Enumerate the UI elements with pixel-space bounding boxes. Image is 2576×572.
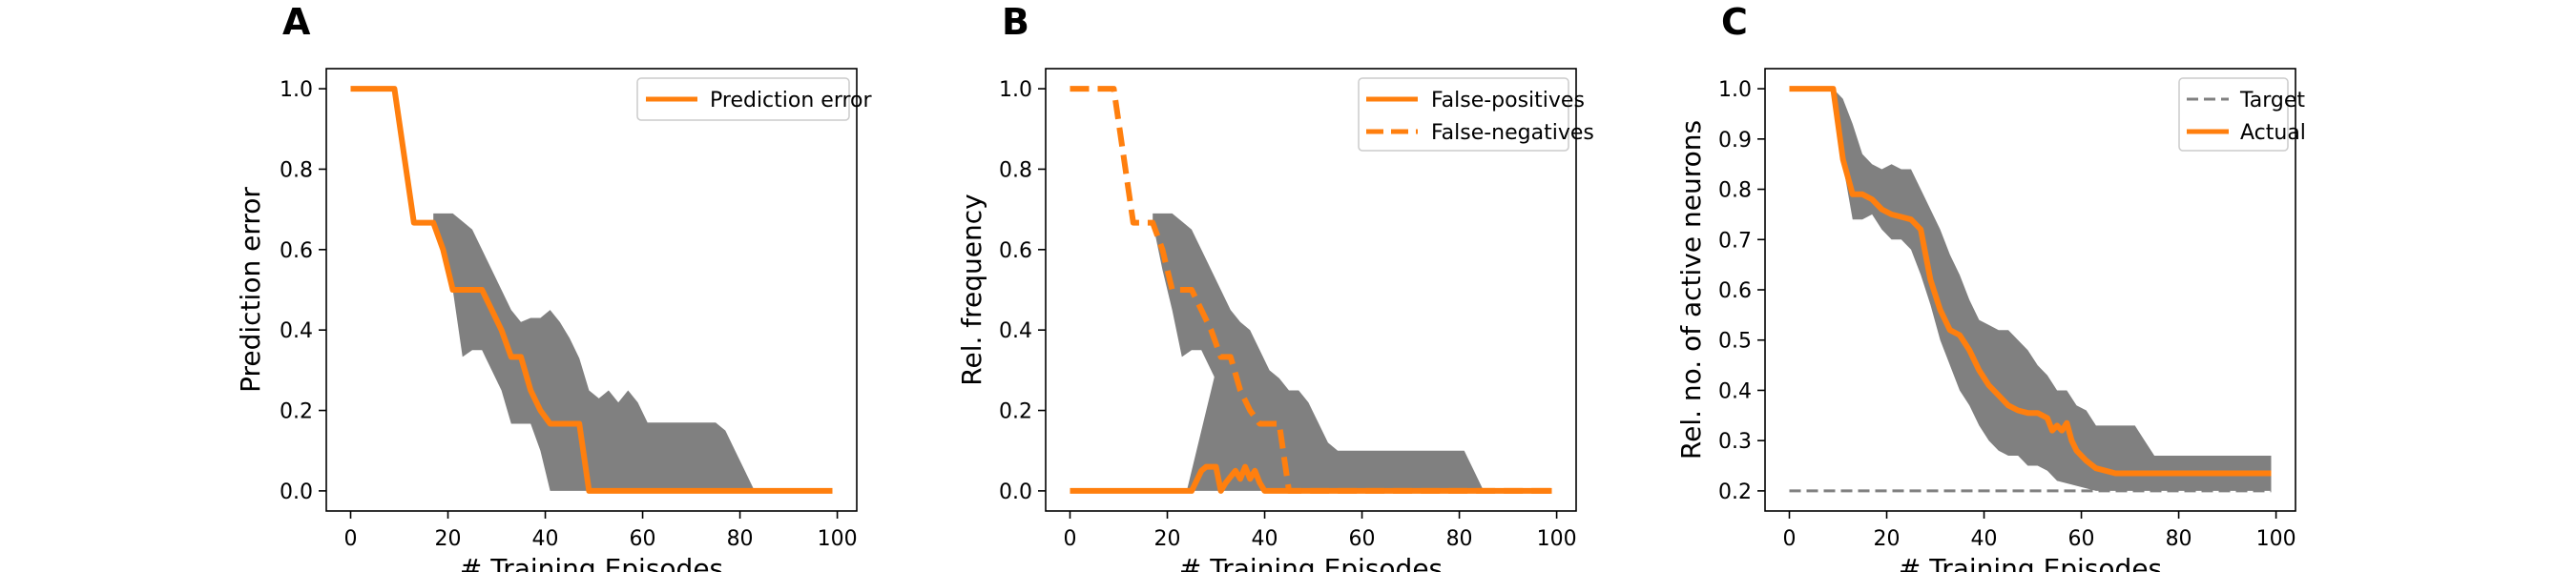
panel-a-x-tick-label: 60 bbox=[630, 527, 656, 551]
legend-label-actual: Actual bbox=[2240, 121, 2306, 145]
panel-b-legend: False-positives False-negatives bbox=[1358, 77, 1594, 152]
panel-a-letter: A bbox=[282, 1, 311, 43]
panel-a-x-ticks: 0 20 40 60 80 100 bbox=[344, 511, 858, 551]
panel-c-letter: C bbox=[1721, 1, 1748, 43]
panel-b-x-tick-label: 60 bbox=[1349, 527, 1376, 551]
panel-a-series bbox=[350, 86, 833, 494]
panel-c-y-tick-label: 0.8 bbox=[1718, 179, 1752, 203]
panel-c-y-tick-label: 0.2 bbox=[1718, 480, 1752, 504]
panel-a-x-tick-label: 20 bbox=[435, 527, 462, 551]
panel-c-y-axis-label: Rel. no. of active neurons bbox=[1675, 120, 1707, 460]
panel-a-y-tick-label: 0.0 bbox=[280, 480, 313, 504]
panel-b-y-ticks: 0.0 0.2 0.4 0.6 0.8 1.0 bbox=[999, 78, 1046, 504]
legend-label-false-positives: False-positives bbox=[1431, 89, 1585, 112]
panel-a-y-tick-label: 1.0 bbox=[280, 78, 313, 102]
panel-c-y-tick-label: 0.4 bbox=[1718, 379, 1752, 403]
panel-b-letter: B bbox=[1002, 1, 1029, 43]
series-line-false-positives bbox=[1070, 463, 1552, 494]
panel-a-y-ticks: 0.0 0.2 0.4 0.6 0.8 1.0 bbox=[280, 78, 326, 504]
panel-a-bands bbox=[433, 213, 765, 491]
panel-b-x-tick-label: 0 bbox=[1064, 527, 1077, 551]
panel-b-x-tick-label: 20 bbox=[1154, 527, 1181, 551]
series-line-actual bbox=[1789, 86, 2272, 477]
panel-a-y-tick-label: 0.2 bbox=[280, 400, 313, 424]
panel-b-series bbox=[1070, 86, 1552, 494]
panel-c-y-tick-label: 0.7 bbox=[1718, 229, 1752, 253]
panel-a-x-axis-label: # Training Episodes bbox=[460, 553, 723, 572]
panel-c-x-tick-label: 60 bbox=[2068, 527, 2095, 551]
panel-c-y-tick-label: 0.6 bbox=[1718, 279, 1752, 303]
panel-c-x-tick-label: 80 bbox=[2166, 527, 2192, 551]
panel-c-y-tick-label: 0.5 bbox=[1718, 330, 1752, 354]
panel-b-legend-box bbox=[1358, 77, 1569, 152]
legend-label-target: Target bbox=[2239, 89, 2305, 112]
panel-c-y-tick-label: 0.9 bbox=[1718, 129, 1752, 153]
panel-b-y-tick-label: 1.0 bbox=[999, 78, 1032, 102]
panel-b-axes-frame bbox=[1045, 68, 1577, 512]
panel-b-y-tick-label: 0.8 bbox=[999, 158, 1032, 182]
panel-a-x-tick-label: 0 bbox=[344, 527, 358, 551]
panel-c-y-ticks: 0.2 0.3 0.4 0.5 0.6 0.7 0.8 0.9 1.0 bbox=[1718, 78, 1765, 504]
panel-a: A 0 20 40 60 80 100 0.0 0.2 0.4 0.6 0.8 1.0 # Trai… bbox=[235, 1, 872, 572]
panel-b-y-tick-label: 0.0 bbox=[999, 480, 1032, 504]
panel-a-x-tick-label: 80 bbox=[727, 527, 754, 551]
panel-a-y-tick-label: 0.8 bbox=[280, 158, 313, 182]
panel-c-band-0 bbox=[1833, 89, 2272, 491]
panel-a-axes-frame bbox=[325, 68, 858, 512]
panel-a-band-0 bbox=[433, 213, 765, 491]
panel-b: B 0 20 40 60 80 100 0.0 0.2 0.4 0.6 0.8 1.0 # Trai… bbox=[956, 1, 1594, 572]
series-line-false-negatives bbox=[1070, 86, 1552, 494]
panel-a-x-tick-label: 40 bbox=[532, 527, 559, 551]
panel-a-y-tick-label: 0.4 bbox=[280, 319, 313, 343]
panel-b-y-tick-label: 0.2 bbox=[999, 400, 1032, 424]
legend-label-prediction-error: Prediction error bbox=[710, 89, 872, 112]
panel-c-x-tick-label: 100 bbox=[2256, 527, 2296, 551]
legend-label-false-negatives: False-negatives bbox=[1431, 121, 1594, 145]
panel-a-y-axis-label: Prediction error bbox=[235, 187, 266, 393]
panel-c: C 0 20 40 60 80 100 0.2 0.3 0.4 0.5 0.6 0.7 0.8 0.9 1… bbox=[1675, 1, 2306, 572]
panel-c-x-tick-label: 0 bbox=[1783, 527, 1797, 551]
panel-b-x-axis-label: # Training Episodes bbox=[1179, 553, 1443, 572]
panel-c-x-axis-label: # Training Episodes bbox=[1899, 553, 2162, 572]
panel-b-y-tick-label: 0.4 bbox=[999, 319, 1032, 343]
panel-a-y-tick-label: 0.6 bbox=[280, 239, 313, 263]
panel-a-legend: Prediction error bbox=[636, 77, 872, 121]
panel-a-x-tick-label: 100 bbox=[818, 527, 858, 551]
panel-c-x-tick-label: 20 bbox=[1874, 527, 1901, 551]
panel-b-x-ticks: 0 20 40 60 80 100 bbox=[1064, 511, 1577, 551]
panel-b-y-tick-label: 0.6 bbox=[999, 239, 1032, 263]
panel-c-series bbox=[1789, 86, 2272, 493]
panel-b-bands bbox=[1153, 213, 1485, 491]
panel-b-x-tick-label: 40 bbox=[1252, 527, 1278, 551]
panel-b-y-axis-label: Rel. frequency bbox=[956, 194, 987, 385]
panel-c-x-tick-label: 40 bbox=[1971, 527, 1998, 551]
panel-c-x-ticks: 0 20 40 60 80 100 bbox=[1783, 511, 2296, 551]
panel-b-band-1 bbox=[1186, 350, 1284, 491]
panel-c-y-tick-label: 0.3 bbox=[1718, 430, 1752, 454]
panel-b-x-tick-label: 80 bbox=[1446, 527, 1473, 551]
panel-b-x-tick-label: 100 bbox=[1537, 527, 1577, 551]
panel-a-legend-box bbox=[636, 77, 850, 121]
panel-c-y-tick-label: 1.0 bbox=[1718, 78, 1752, 102]
panel-c-legend: Target Actual bbox=[2178, 77, 2306, 152]
series-line-prediction-error bbox=[350, 86, 833, 494]
panel-c-bands bbox=[1833, 89, 2272, 491]
